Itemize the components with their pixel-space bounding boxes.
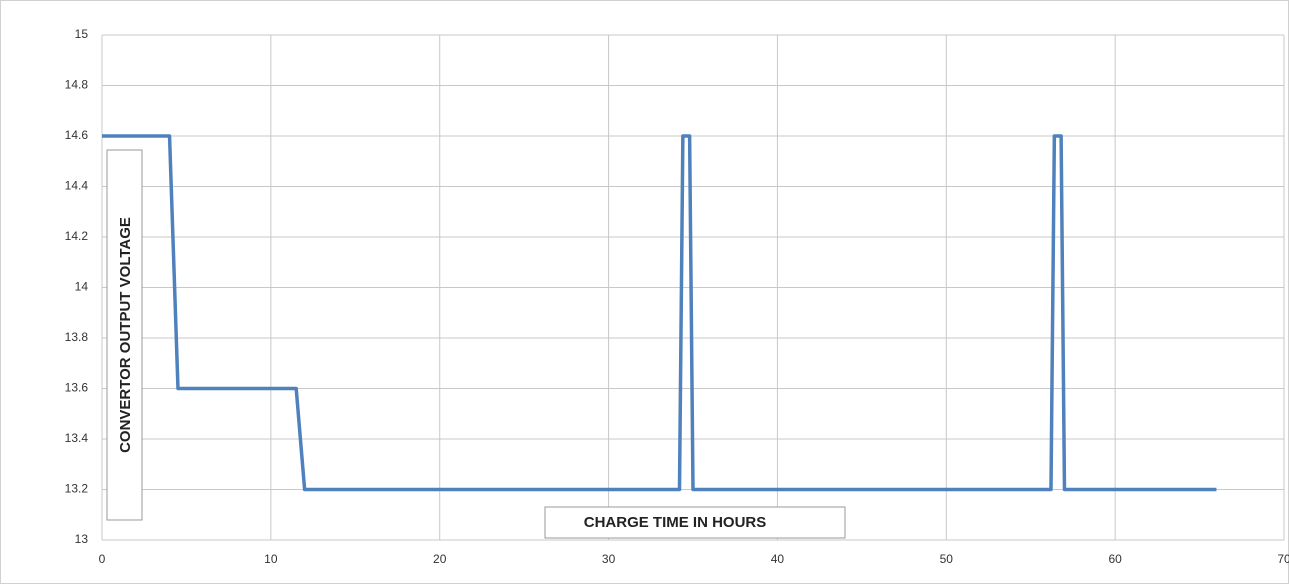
y-tick-label: 15 xyxy=(75,27,89,41)
x-tick-label: 20 xyxy=(433,552,447,566)
y-tick-label: 14 xyxy=(75,280,89,294)
x-tick-label: 10 xyxy=(264,552,278,566)
x-tick-label: 0 xyxy=(99,552,106,566)
y-axis-label: CONVERTOR OUTPUT VOLTAGE xyxy=(117,217,134,453)
y-tick-label: 13.4 xyxy=(65,431,89,445)
y-tick-label: 13.8 xyxy=(65,330,89,344)
x-tick-label: 70 xyxy=(1277,552,1289,566)
x-tick-label: 30 xyxy=(602,552,616,566)
y-tick-label: 13.6 xyxy=(65,381,89,395)
y-tick-label: 14.4 xyxy=(65,179,89,193)
x-tick-label: 60 xyxy=(1108,552,1122,566)
x-tick-label: 40 xyxy=(771,552,785,566)
x-label-box xyxy=(544,506,846,539)
plot xyxy=(102,134,1217,492)
y-tick-label: 14.2 xyxy=(65,229,89,243)
x-tick-label: 50 xyxy=(940,552,954,566)
y-tick-label: 13 xyxy=(75,532,89,546)
y-tick-label: 14.6 xyxy=(65,128,89,142)
line-series xyxy=(102,134,1217,492)
x-axis-label: CHARGE TIME IN HOURS xyxy=(584,514,767,531)
y-label-box xyxy=(106,149,143,521)
y-tick-label: 13.2 xyxy=(65,482,89,496)
y-tick-label: 14.8 xyxy=(65,78,89,92)
